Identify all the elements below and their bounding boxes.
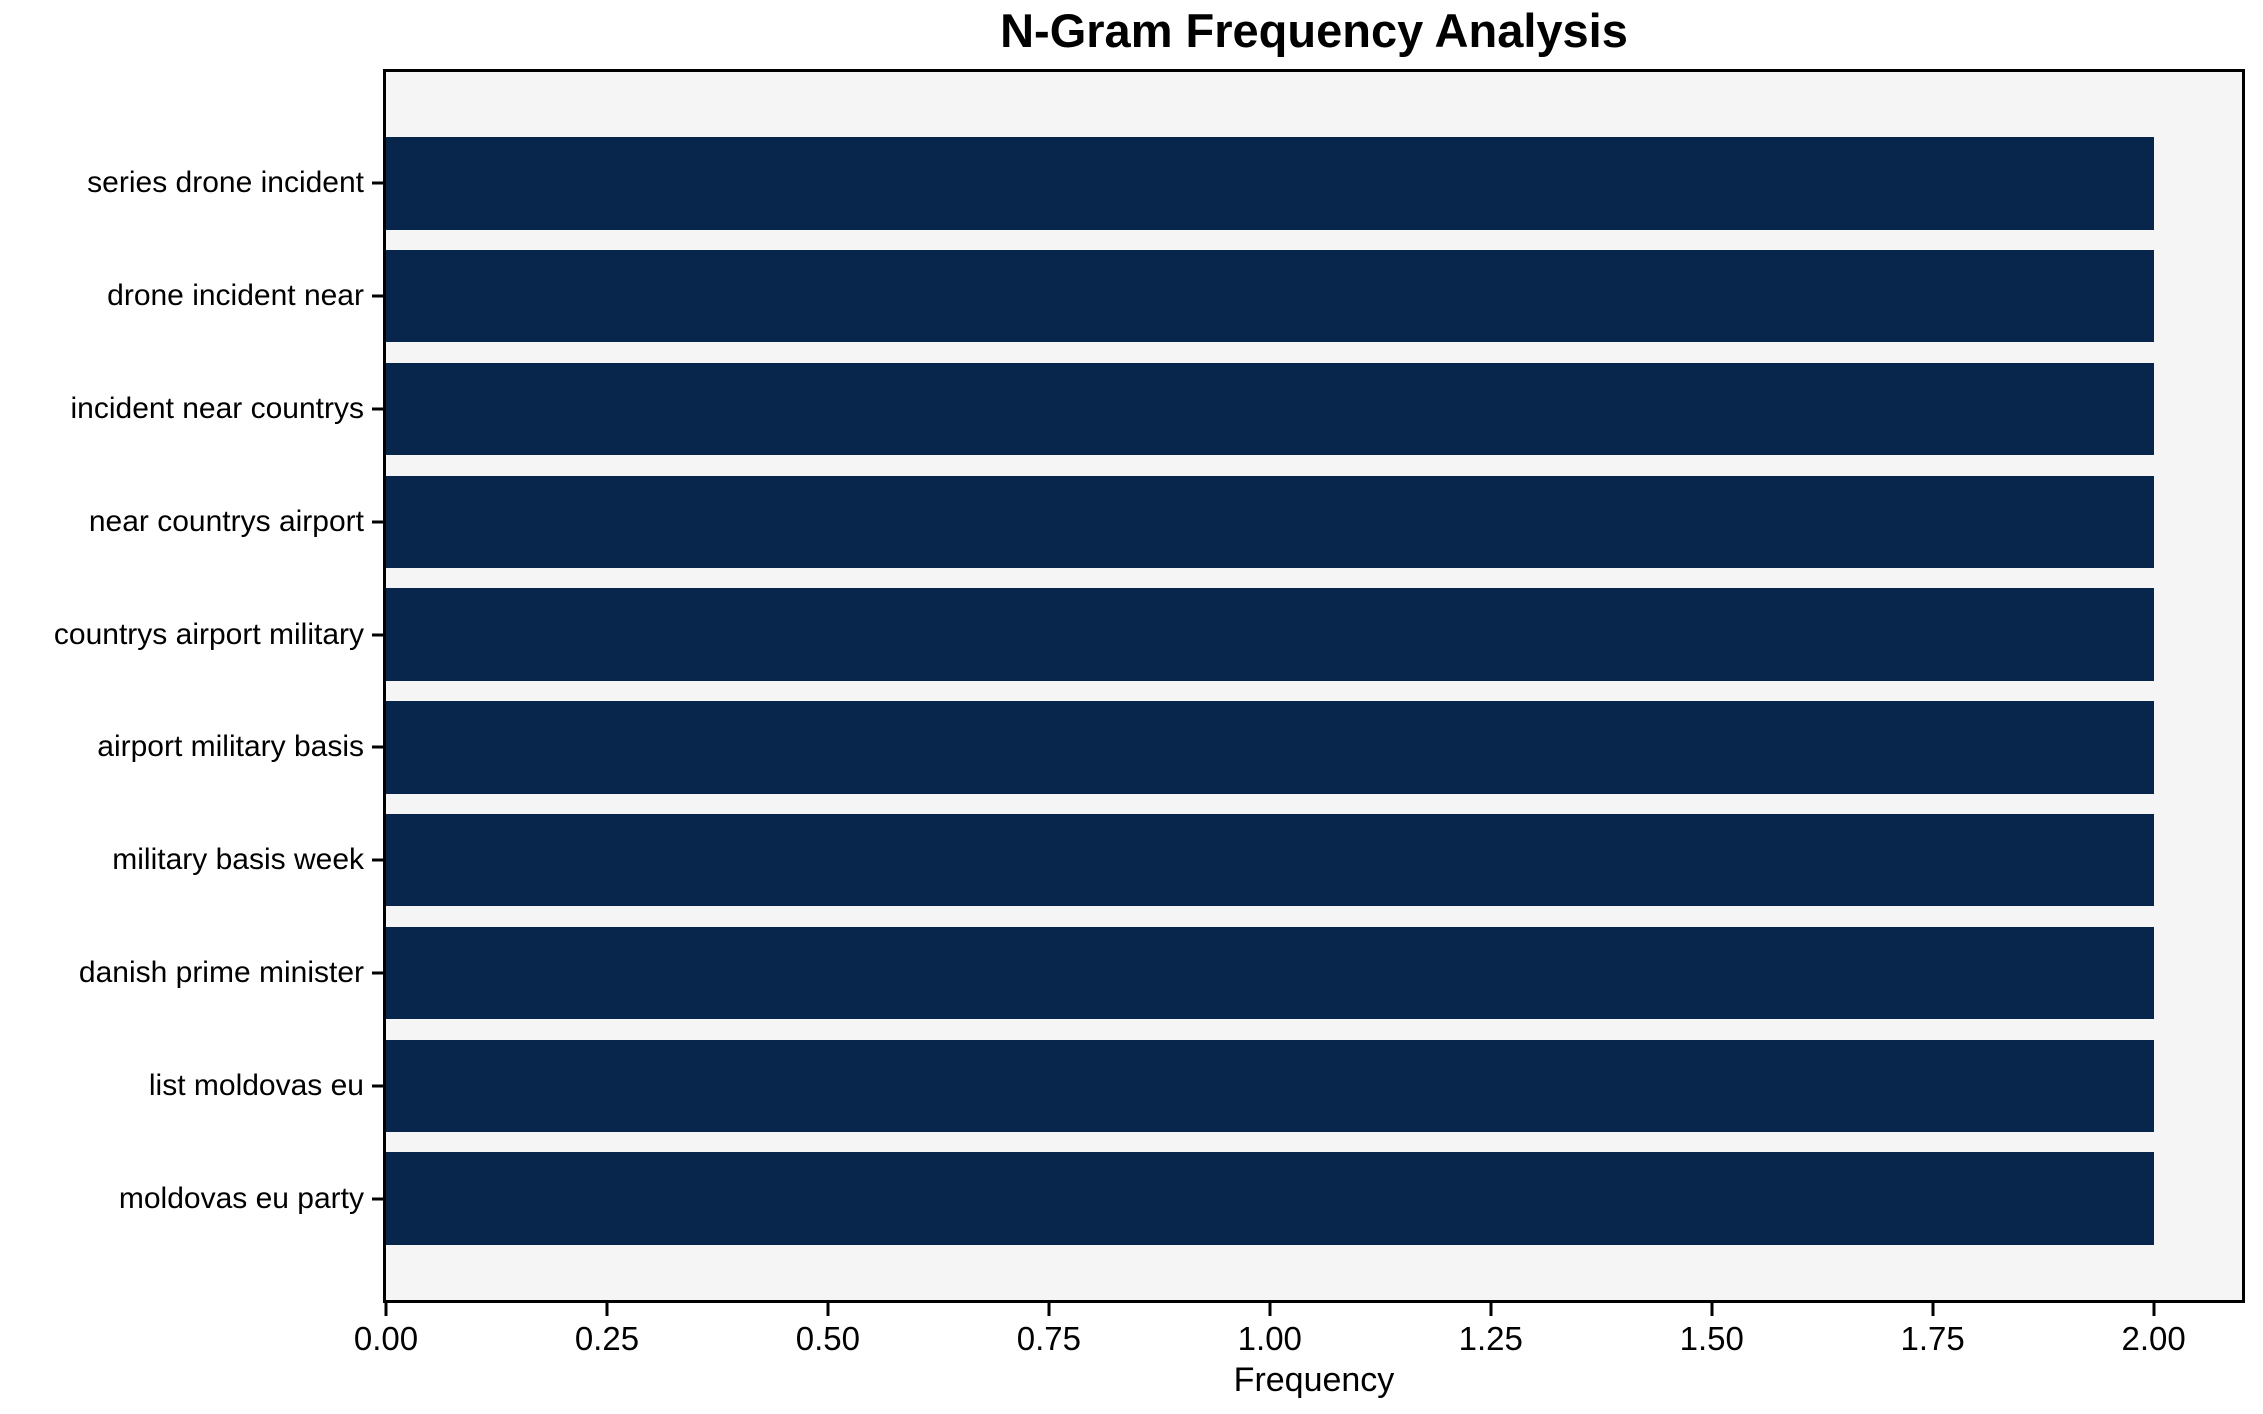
x-tick-mark (384, 1303, 388, 1316)
y-tick-label: military basis week (112, 843, 364, 877)
frequency-bar (386, 137, 2154, 230)
frequency-bar (386, 926, 2154, 1020)
plot-wrap: series drone incident drone incident near… (54, 69, 2245, 1399)
x-tick-label: 1.25 (1458, 1320, 1523, 1357)
y-tick-mark (372, 407, 383, 411)
x-axis-ticks: 0.00 0.25 0.50 0.75 1.00 1.25 1.50 1.75 2.00 (354, 1303, 2242, 1393)
x-tick-label: 1.00 (1237, 1320, 1302, 1357)
bar-row: moldovas eu party (119, 1142, 2242, 1255)
x-tick-mark (605, 1303, 609, 1316)
frequency-bar (386, 249, 2154, 343)
frequency-bar (386, 588, 2154, 681)
x-tick-mark (1710, 1303, 1714, 1316)
y-tick-label: list moldovas eu (148, 1068, 364, 1102)
x-tick-label: 2.00 (2121, 1320, 2186, 1357)
frequency-bar (386, 362, 2154, 456)
bar-row: near countrys airport (89, 465, 2242, 578)
y-tick-label: danish prime minister (78, 955, 364, 989)
bar-row: list moldovas eu (149, 1029, 2242, 1142)
frequency-bar (386, 1152, 2154, 1245)
x-tick-label: 0.50 (795, 1320, 861, 1357)
x-tick-mark (1931, 1303, 1935, 1316)
frequency-bar (386, 813, 2154, 907)
bars-container: series drone incident drone incident near… (54, 72, 2242, 1300)
y-tick-mark (372, 745, 383, 749)
x-tick-label: 0.00 (353, 1320, 419, 1357)
y-tick-mark (372, 858, 383, 862)
y-tick-label: drone incident near (107, 279, 364, 313)
frequency-bar (386, 1039, 2154, 1133)
bar-row: countrys airport military (54, 578, 2242, 691)
x-tick-mark (1047, 1303, 1051, 1316)
y-tick-label: incident near countrys (70, 391, 365, 425)
bar-row: drone incident near (107, 240, 2242, 353)
y-tick-mark (372, 181, 383, 185)
y-tick-label: near countrys airport (88, 504, 364, 538)
y-tick-mark (372, 520, 383, 524)
y-tick-label: moldovas eu party (118, 1181, 364, 1215)
y-tick-mark (372, 1084, 383, 1088)
x-tick-label: 0.75 (1016, 1320, 1081, 1357)
x-tick-label: 1.50 (1679, 1320, 1744, 1357)
bar-row: series drone incident (87, 127, 2242, 240)
y-tick-label: series drone incident (87, 166, 364, 200)
chart-title: N-Gram Frequency Analysis (1000, 4, 1628, 57)
x-tick-label: 1.75 (1900, 1320, 1965, 1357)
y-tick-label: airport military basis (97, 730, 364, 764)
plot-area: series drone incident drone incident near… (54, 69, 2245, 1303)
x-axis-title: Frequency (1233, 1361, 1395, 1399)
bar-row: incident near countrys (71, 353, 2242, 466)
y-tick-mark (372, 971, 383, 975)
frequency-bar (386, 701, 2154, 794)
y-tick-mark (372, 633, 383, 637)
frequency-bar (386, 475, 2154, 569)
x-tick-mark (1268, 1303, 1272, 1316)
x-tick-label: 0.25 (574, 1320, 640, 1357)
bar-row: military basis week (112, 804, 2242, 917)
x-tick-mark (2152, 1303, 2156, 1316)
bar-row: airport military basis (97, 691, 2242, 804)
y-tick-mark (372, 294, 383, 298)
bar-row: danish prime minister (79, 917, 2242, 1030)
x-tick-mark (1489, 1303, 1493, 1316)
y-tick-label: countrys airport military (53, 617, 364, 651)
y-tick-mark (372, 1197, 383, 1201)
x-tick-mark (826, 1303, 830, 1316)
